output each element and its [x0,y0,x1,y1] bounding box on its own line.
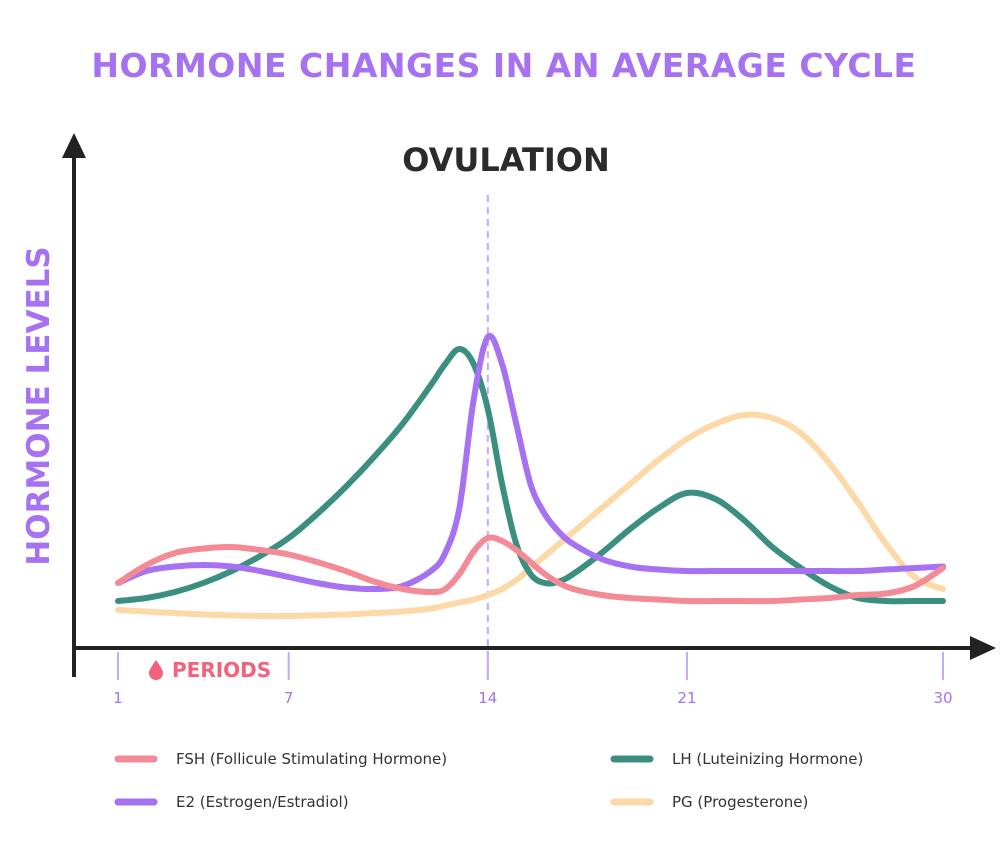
x-axis-arrow [970,636,996,660]
legend-label-lh: LH (Luteinizing Hormone) [672,750,863,768]
x-ticks: 1 7 14 21 30 [113,652,953,707]
legend-label-fsh: FSH (Follicule Stimulating Hormone) [176,750,447,768]
legend-label-pg: PG (Progesterone) [672,793,808,811]
axes [62,133,996,677]
series-line-lh [115,346,946,605]
legend: FSH (Follicule Stimulating Hormone) LH (L… [114,750,863,811]
periods-label: PERIODS [172,658,271,682]
series-layer [115,332,946,620]
x-tick-label-21: 21 [677,689,696,707]
series-line-e2 [115,332,946,593]
chart-title: HORMONE CHANGES IN AN AVERAGE CYCLE [91,46,916,85]
drop-icon [149,660,163,680]
y-axis-arrow [62,133,86,158]
series-line-fsh [115,534,946,605]
x-tick-label-7: 7 [284,689,294,707]
y-axis-label: HORMONE LEVELS [21,246,57,565]
periods-marker: PERIODS [149,658,271,682]
x-tick-label-14: 14 [478,689,497,707]
series-line-pg [115,411,946,620]
legend-label-e2: E2 (Estrogen/Estradiol) [176,793,349,811]
x-tick-label-1: 1 [113,689,123,707]
x-tick-label-30: 30 [933,689,952,707]
ovulation-label: OVULATION [402,141,609,179]
